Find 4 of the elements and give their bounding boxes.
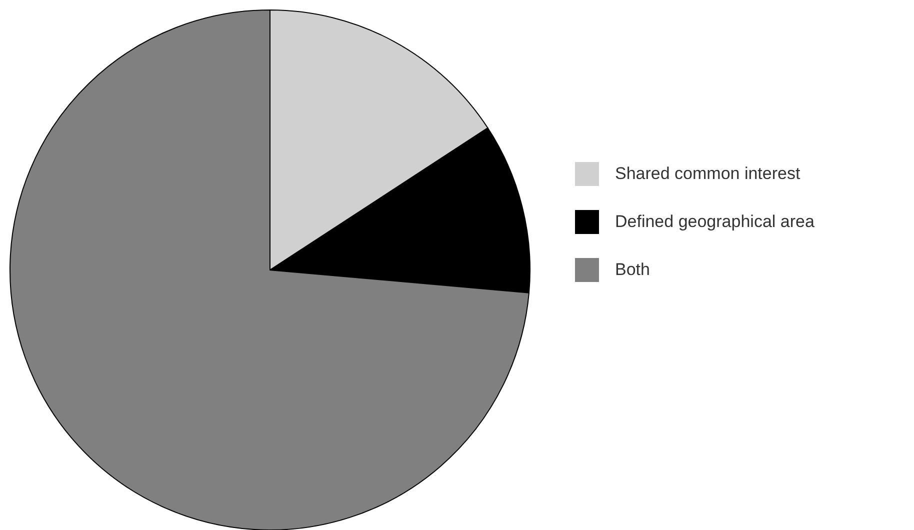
- pie-slice: [10, 10, 530, 530]
- legend-label: Defined geographical area: [615, 212, 814, 232]
- legend-label: Shared common interest: [615, 164, 800, 184]
- legend-label: Both: [615, 260, 650, 280]
